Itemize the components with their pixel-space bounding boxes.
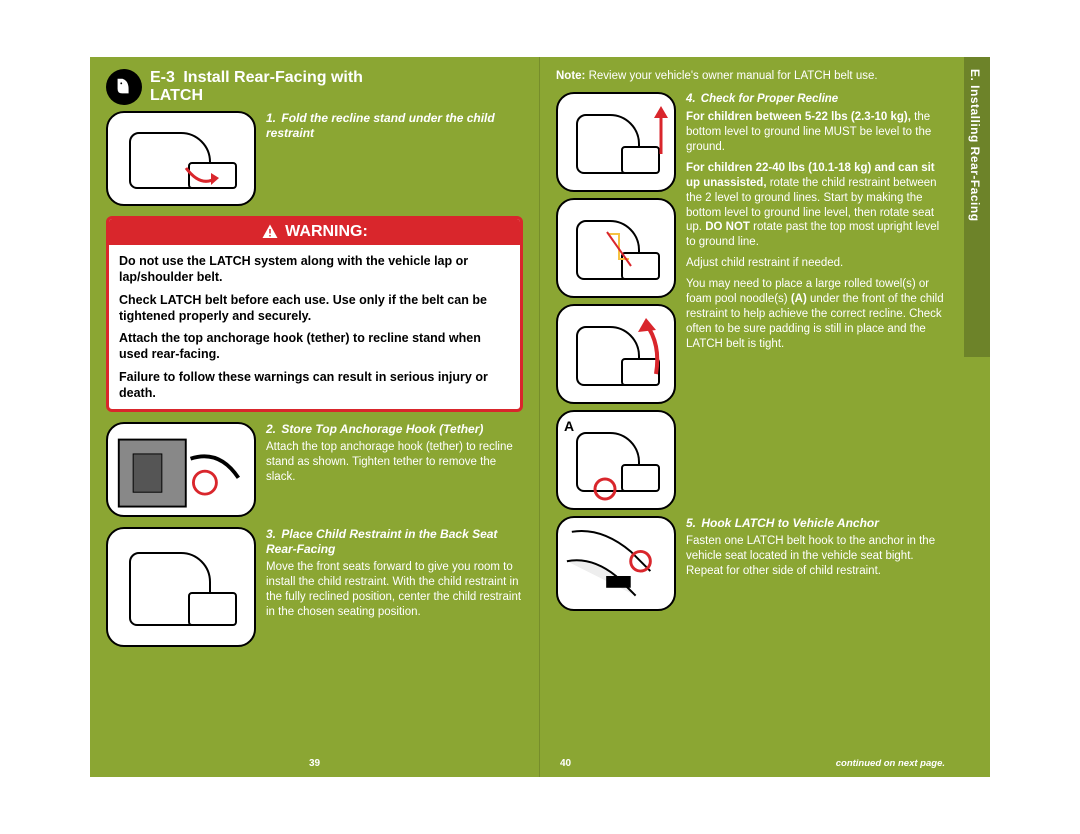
note-body: Review your vehicle's owner manual for L…	[589, 70, 878, 82]
step-4-illus-a	[556, 92, 676, 192]
step-4-illus-d: A	[556, 410, 676, 510]
step-5-body: Fasten one LATCH belt hook to the anchor…	[686, 534, 944, 579]
step-4-illus-c	[556, 304, 676, 404]
manual-spread: E-3 Install Rear-Facing with LATCH 1. Fo…	[0, 0, 1080, 834]
step-3: 3. Place Child Restraint in the Back Sea…	[106, 527, 523, 647]
section-header: E-3 Install Rear-Facing with LATCH	[106, 69, 523, 105]
step-3-body: Move the front seats forward to give you…	[266, 560, 523, 620]
section-tab-text: E. Installing Rear-Facing	[968, 69, 982, 222]
warning-p3: Attach the top anchorage hook (tether) t…	[119, 330, 510, 363]
step-1: 1. Fold the recline stand under the chil…	[106, 111, 523, 206]
step-3-text: 3. Place Child Restraint in the Back Sea…	[266, 527, 523, 647]
step-5-text: 5. Hook LATCH to Vehicle Anchor Fasten o…	[686, 516, 944, 611]
step-2-illustration	[106, 422, 256, 517]
step-3-illustration	[106, 527, 256, 647]
step-4-text: 4. Check for Proper Recline For children…	[686, 92, 944, 510]
page-number-right: 40	[560, 758, 571, 769]
step-2-title: Store Top Anchorage Hook (Tether)	[281, 422, 483, 436]
section-tab: E. Installing Rear-Facing	[964, 57, 990, 357]
warning-label: WARNING:	[285, 223, 368, 241]
step-2-body: Attach the top anchorage hook (tether) t…	[266, 440, 523, 485]
child-seat-icon	[106, 69, 142, 105]
step-4b-donot: DO NOT	[705, 221, 750, 233]
note-top: Note: Review your vehicle's owner manual…	[556, 69, 944, 84]
section-title: E-3 Install Rear-Facing with LATCH	[150, 69, 363, 104]
step-4a-bold: For children between 5-22 lbs (2.3-10 kg…	[686, 111, 911, 123]
continued-note: continued on next page.	[836, 758, 945, 769]
step-4c: Adjust child restraint if needed.	[686, 256, 944, 271]
page-number-left: 39	[309, 758, 320, 769]
warning-body: Do not use the LATCH system along with t…	[109, 245, 520, 409]
step-5: 5. Hook LATCH to Vehicle Anchor Fasten o…	[556, 516, 944, 611]
note-prefix: Note:	[556, 70, 585, 82]
section-code: E-3	[150, 69, 175, 86]
step-4: A 4. Check for Proper Recline For childr…	[556, 92, 944, 510]
warning-p2: Check LATCH belt before each use. Use on…	[119, 292, 510, 325]
step-1-illustration	[106, 111, 256, 206]
warning-p4: Failure to follow these warnings can res…	[119, 369, 510, 402]
warning-box: WARNING: Do not use the LATCH system alo…	[106, 216, 523, 412]
right-content: Note: Review your vehicle's owner manual…	[556, 69, 974, 611]
page-left: E-3 Install Rear-Facing with LATCH 1. Fo…	[90, 57, 540, 777]
step-5-title: Hook LATCH to Vehicle Anchor	[701, 516, 879, 530]
step-1-title: Fold the recline stand under the child r…	[266, 111, 495, 140]
step-2-text: 2. Store Top Anchorage Hook (Tether) Att…	[266, 422, 523, 517]
step-4-illus-b	[556, 198, 676, 298]
warning-triangle-icon	[261, 223, 279, 241]
step-4d-a: (A)	[791, 293, 807, 305]
section-title-line1: Install Rear-Facing with	[183, 69, 363, 86]
step-1-text: 1. Fold the recline stand under the chil…	[266, 111, 523, 206]
pages-container: E-3 Install Rear-Facing with LATCH 1. Fo…	[90, 57, 990, 777]
section-title-line2: LATCH	[150, 87, 203, 104]
warning-p1: Do not use the LATCH system along with t…	[119, 253, 510, 286]
step-4-illustrations: A	[556, 92, 676, 510]
step-4-title: Check for Proper Recline	[701, 93, 838, 105]
page-right: E. Installing Rear-Facing Note: Review y…	[540, 57, 990, 777]
step-3-title: Place Child Restraint in the Back Seat R…	[266, 527, 497, 556]
step-2: 2. Store Top Anchorage Hook (Tether) Att…	[106, 422, 523, 517]
warning-header: WARNING:	[109, 219, 520, 245]
step-5-illustration	[556, 516, 676, 611]
